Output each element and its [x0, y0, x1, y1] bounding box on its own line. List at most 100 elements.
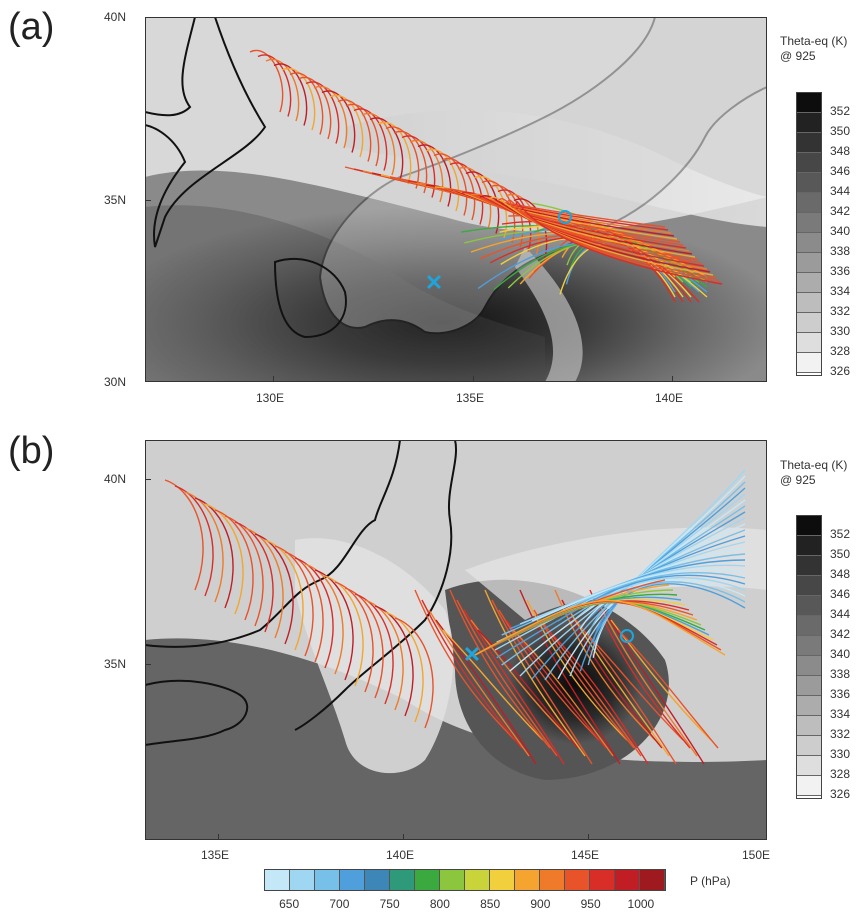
pressure-colorbar-label: 800 — [429, 897, 450, 911]
trajectory-line — [329, 94, 364, 158]
trajectory-line — [313, 85, 348, 149]
panel-a-colorbar-level: 336 — [830, 264, 851, 278]
panel-a-colorbar-swatch — [797, 353, 821, 373]
panel-a-label: (a) — [8, 6, 55, 48]
trajectory-line — [297, 76, 332, 140]
trajectory-line — [364, 599, 404, 711]
panel-a-colorbar-title-line1: Theta-eq (K) — [780, 34, 848, 48]
panel-b-colorbar-level: 352 — [830, 527, 851, 541]
pressure-colorbar-label: 1000 — [627, 897, 655, 911]
trajectory-line — [515, 200, 723, 285]
trajectory-line — [265, 58, 300, 122]
trajectory-line — [369, 117, 404, 180]
panel-a-colorbar-swatch — [797, 213, 821, 233]
panel-a-tick-40 — [145, 17, 151, 18]
trajectory-line — [587, 581, 746, 636]
trajectory-line — [519, 564, 746, 625]
panel-b-lon-150: 150E — [742, 848, 771, 862]
trajectory-line — [409, 139, 444, 203]
trajectory-line — [449, 162, 484, 225]
panel-a-lon-130: 130E — [256, 391, 285, 405]
panel-b-colorbar-title-line2: @ 925 — [780, 473, 816, 487]
panel-b-colorbar-level: 340 — [830, 647, 851, 661]
panel-b-tick-145 — [588, 834, 589, 840]
panel-b-lon-135: 135E — [201, 848, 230, 862]
panel-b-colorbar-level: 326 — [830, 787, 851, 801]
trajectory-line — [164, 479, 204, 591]
trajectory-line — [385, 126, 420, 189]
trajectory-line — [194, 497, 234, 609]
pressure-colorbar-label: 850 — [480, 897, 501, 911]
trajectory-line — [249, 49, 284, 113]
panel-b-dark-region — [145, 638, 767, 840]
pressure-colorbar-swatch — [565, 870, 590, 890]
panel-b-colorbar-level: 328 — [830, 767, 851, 781]
pressure-colorbar-swatch — [440, 870, 465, 890]
pressure-colorbar-swatch — [265, 870, 290, 890]
panel-a-lon-135: 135E — [456, 391, 485, 405]
panel-b-lon-140: 140E — [386, 848, 415, 862]
panel-a-colorbar-level: 352 — [830, 104, 851, 118]
panel-b-colorbar-swatch — [797, 716, 821, 736]
pressure-colorbar-swatch — [615, 870, 640, 890]
trajectory-line — [321, 90, 356, 153]
panel-a-colorbar-swatch — [797, 273, 821, 293]
trajectory-line — [304, 563, 344, 675]
pressure-colorbar-swatch — [490, 870, 515, 890]
panel-a-tick-130 — [273, 376, 274, 382]
panel-a-colorbar-swatch — [797, 333, 821, 353]
panel-b-label: (b) — [8, 430, 55, 472]
panel-b-colorbar-level: 330 — [830, 747, 851, 761]
panel-a-colorbar-level: 340 — [830, 224, 851, 238]
pressure-colorbar-swatch — [415, 870, 440, 890]
trajectory-line — [531, 568, 746, 622]
trajectory-line — [533, 609, 635, 749]
trajectory-line — [281, 67, 316, 131]
panel-a-colorbar-level: 326 — [830, 364, 851, 378]
trajectory-line — [273, 63, 308, 126]
trajectory-line — [497, 198, 717, 279]
panel-a-x-marker: ✕ — [424, 270, 444, 295]
trajectory-line — [257, 54, 292, 117]
panel-b-colorbar-swatch — [797, 516, 821, 536]
trajectory-line — [463, 609, 565, 765]
trajectory-line — [465, 171, 500, 234]
panel-b-colorbar-level: 334 — [830, 707, 851, 721]
trajectory-line — [592, 475, 746, 658]
trajectory-line — [425, 148, 460, 212]
panel-a-lat-30: 30N — [104, 375, 127, 389]
panel-b-tick-40 — [145, 479, 151, 480]
panel-a-colorbar-swatch — [797, 233, 821, 253]
panel-a-colorbar-swatch — [797, 153, 821, 173]
panel-a-kyushu-coast — [273, 257, 347, 339]
trajectory-line — [547, 629, 649, 765]
trajectory-line — [234, 521, 274, 633]
panel-b-lat-35: 35N — [104, 657, 127, 671]
panel-a-colorbar-swatch — [797, 253, 821, 273]
panel-b-map[interactable]: ✕ — [145, 440, 767, 840]
trajectory-line — [174, 485, 214, 597]
panel-a-cold-front-band — [345, 110, 767, 227]
panel-b-colorbar-title-line1: Theta-eq (K) — [780, 458, 848, 472]
panel-b-colorbar-level: 338 — [830, 667, 851, 681]
panel-b-colorbar-swatch — [797, 656, 821, 676]
panel-b-east-coast — [294, 440, 457, 731]
trajectory-line — [337, 99, 372, 162]
panel-a-colorbar-level: 348 — [830, 144, 851, 158]
panel-b-colorbar-swatch — [797, 576, 821, 596]
trajectory-line — [214, 509, 254, 621]
trajectory-line — [394, 617, 434, 729]
trajectory-line — [254, 533, 294, 645]
panel-b-colorbar-level: 348 — [830, 567, 851, 581]
trajectory-line — [344, 587, 384, 699]
panel-b-colorbar-swatch — [797, 556, 821, 576]
panel-b-tick-35 — [145, 664, 151, 665]
panel-a-map[interactable]: ✕ — [145, 17, 767, 382]
panel-a-colorbar-swatch — [797, 293, 821, 313]
pressure-colorbar-title: P (hPa) — [690, 874, 731, 888]
panel-b-colorbar-title: Theta-eq (K) @ 925 — [780, 458, 847, 488]
trajectory-line — [473, 175, 508, 239]
panel-a-spiral-band — [515, 247, 583, 382]
panel-a-lon-140: 140E — [655, 391, 684, 405]
panel-a-o-marker — [558, 210, 572, 224]
